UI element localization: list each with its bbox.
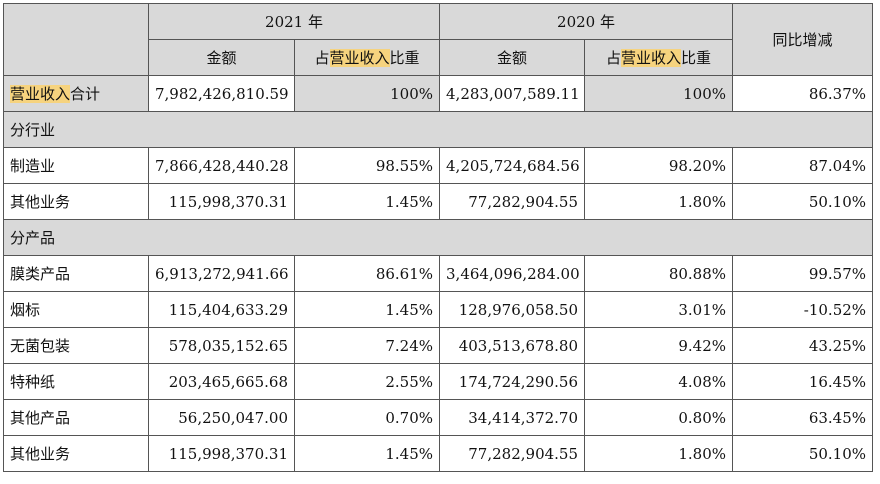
share-highlight: 营业收入 — [329, 49, 390, 67]
share-suffix: 比重 — [681, 49, 712, 67]
section-row-product: 分产品 — [2, 219, 874, 256]
row-amount-2021: 6,913,272,941.66 — [148, 255, 295, 292]
header-change: 同比增减 — [732, 3, 874, 76]
row-share-2021: 2.55% — [293, 363, 441, 400]
share-prefix: 占 — [606, 49, 622, 67]
row-share-2021: 1.45% — [293, 183, 441, 220]
row-share-2021: 0.70% — [293, 399, 441, 436]
row-share-2020: 1.80% — [584, 183, 734, 220]
row-label: 烟标 — [3, 291, 149, 328]
total-amount-2020: 4,283,007,589.11 — [439, 75, 586, 112]
table-row: 烟标 115,404,633.29 1.45% 128,976,058.50 3… — [3, 291, 874, 328]
table-row: 其他产品 56,250,047.00 0.70% 34,414,372.70 0… — [3, 399, 874, 436]
table-row: 无菌包装 578,035,152.65 7.24% 403,513,678.80… — [3, 327, 874, 364]
total-change: 86.37% — [732, 75, 874, 112]
row-label: 膜类产品 — [3, 255, 149, 292]
row-amount-2021: 578,035,152.65 — [148, 327, 295, 364]
row-amount-2021: 7,866,428,440.28 — [148, 147, 295, 184]
row-amount-2020: 4,205,724,684.56 — [439, 147, 586, 184]
row-change: 50.10% — [732, 183, 874, 220]
table-row: 特种纸 203,465,665.68 2.55% 174,724,290.56 … — [3, 363, 874, 400]
row-label: 其他产品 — [3, 399, 149, 436]
total-share-2020: 100% — [584, 75, 734, 112]
row-amount-2021: 115,998,370.31 — [148, 435, 295, 472]
row-share-2021: 1.45% — [293, 291, 441, 328]
total-label: 营业收入合计 — [3, 75, 149, 112]
row-amount-2020: 77,282,904.55 — [439, 435, 586, 472]
header-share-2020: 占营业收入比重 — [584, 39, 734, 76]
row-amount-2021: 115,998,370.31 — [148, 183, 295, 220]
row-share-2020: 1.80% — [584, 435, 734, 472]
total-row: 营业收入合计 7,982,426,810.59 100% 4,283,007,5… — [3, 75, 874, 112]
row-share-2021: 98.55% — [293, 147, 441, 184]
row-amount-2020: 34,414,372.70 — [439, 399, 586, 436]
row-amount-2021: 203,465,665.68 — [148, 363, 295, 400]
section-row-industry: 分行业 — [2, 111, 874, 148]
row-amount-2020: 174,724,290.56 — [439, 363, 586, 400]
share-highlight: 营业收入 — [621, 49, 682, 67]
header-amount-2020: 金额 — [439, 39, 586, 76]
row-change: -10.52% — [732, 291, 874, 328]
row-amount-2020: 3,464,096,284.00 — [439, 255, 586, 292]
row-label: 无菌包装 — [3, 327, 149, 364]
total-share-2021: 100% — [293, 75, 441, 112]
total-label-suffix: 合计 — [70, 85, 101, 103]
header-corner — [3, 3, 149, 76]
row-label: 其他业务 — [3, 183, 149, 220]
table-row: 其他业务 115,998,370.31 1.45% 77,282,904.55 … — [3, 435, 874, 472]
row-amount-2020: 403,513,678.80 — [439, 327, 586, 364]
section-title: 分行业 — [2, 111, 874, 148]
row-change: 50.10% — [732, 435, 874, 472]
table-row: 制造业 7,866,428,440.28 98.55% 4,205,724,68… — [3, 147, 874, 184]
row-amount-2020: 77,282,904.55 — [439, 183, 586, 220]
total-label-highlight: 营业收入 — [10, 85, 71, 103]
section-title: 分产品 — [2, 219, 874, 256]
row-share-2020: 0.80% — [584, 399, 734, 436]
row-share-2021: 7.24% — [293, 327, 441, 364]
row-share-2020: 98.20% — [584, 147, 734, 184]
row-share-2020: 80.88% — [584, 255, 734, 292]
share-suffix: 比重 — [389, 49, 420, 67]
header-year-2021: 2021 年 — [147, 3, 441, 40]
row-label: 制造业 — [3, 147, 149, 184]
row-change: 63.45% — [732, 399, 874, 436]
row-share-2020: 3.01% — [584, 291, 734, 328]
row-label: 其他业务 — [3, 435, 149, 472]
row-change: 43.25% — [732, 327, 874, 364]
row-share-2020: 9.42% — [584, 327, 734, 364]
share-prefix: 占 — [314, 49, 330, 67]
row-change: 87.04% — [732, 147, 874, 184]
row-amount-2021: 115,404,633.29 — [148, 291, 295, 328]
total-amount-2021: 7,982,426,810.59 — [148, 75, 295, 112]
row-share-2021: 86.61% — [293, 255, 441, 292]
revenue-table: 2021 年 2020 年 同比增减 金额 占营业收入比重 金额 占营业收入比重… — [2, 3, 874, 472]
row-share-2021: 1.45% — [293, 435, 441, 472]
header-year-2020: 2020 年 — [439, 3, 734, 40]
row-change: 16.45% — [732, 363, 874, 400]
row-amount-2021: 56,250,047.00 — [148, 399, 295, 436]
header-amount-2021: 金额 — [148, 39, 295, 76]
table-row: 膜类产品 6,913,272,941.66 86.61% 3,464,096,2… — [3, 255, 874, 292]
row-amount-2020: 128,976,058.50 — [439, 291, 586, 328]
row-change: 99.57% — [732, 255, 874, 292]
row-share-2020: 4.08% — [584, 363, 734, 400]
row-label: 特种纸 — [3, 363, 149, 400]
header-share-2021: 占营业收入比重 — [293, 39, 441, 76]
table-row: 其他业务 115,998,370.31 1.45% 77,282,904.55 … — [3, 183, 874, 220]
